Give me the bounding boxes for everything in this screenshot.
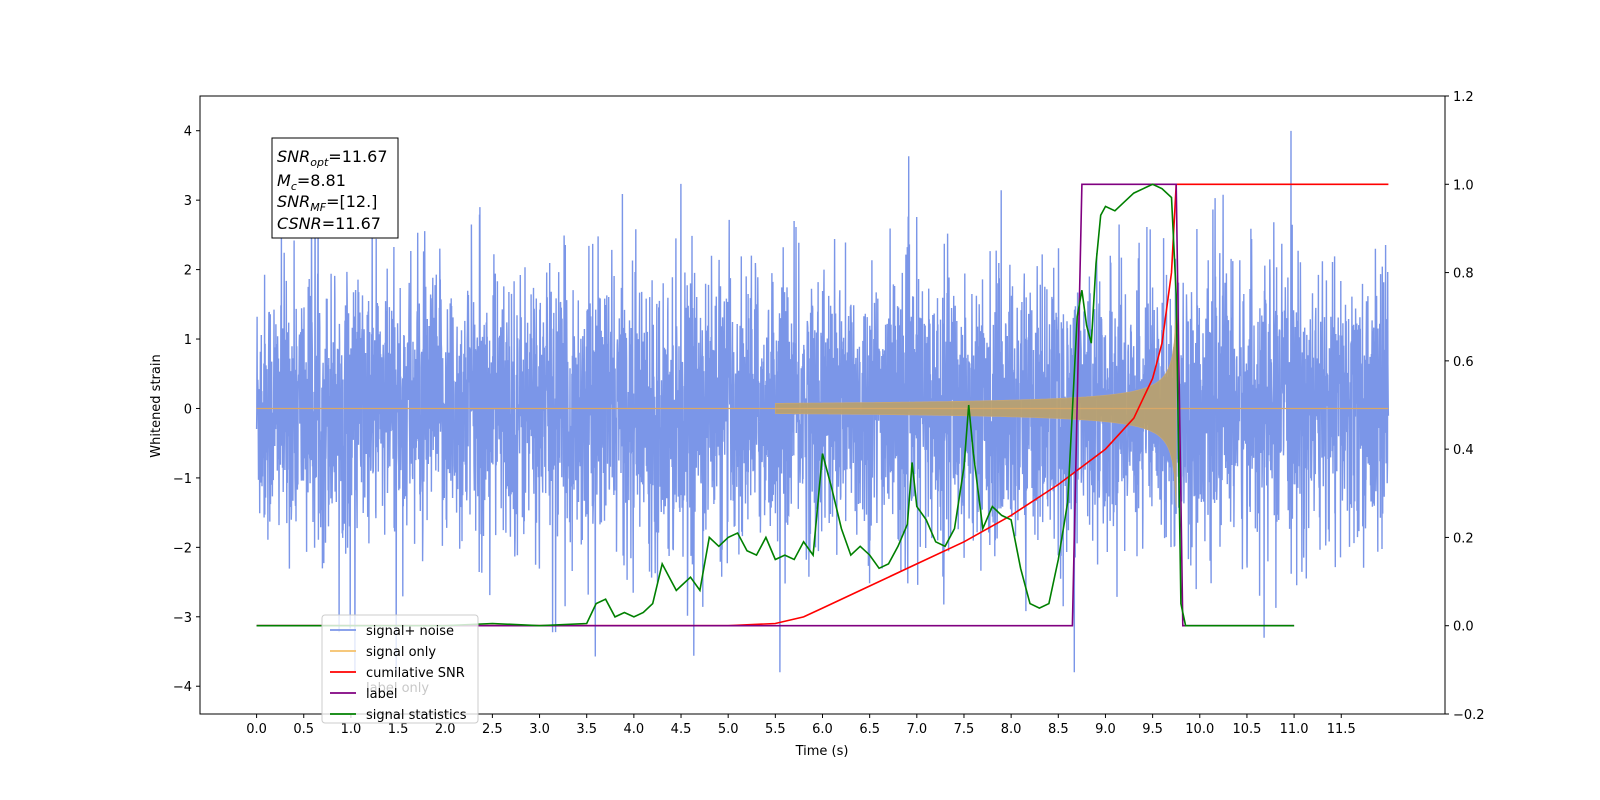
x-tick-label: 10.5: [1232, 722, 1261, 737]
annotation-mc: Mc=8.81: [277, 171, 346, 193]
x-tick-label: 9.0: [1095, 722, 1116, 737]
legend-label: signal statistics: [366, 708, 467, 723]
x-tick-label: 4.5: [671, 722, 692, 737]
y-tick-label: −2: [173, 541, 192, 556]
x-tick-label: 6.0: [812, 722, 833, 737]
y2-tick-label: 0.6: [1453, 355, 1474, 370]
legend-label: label: [366, 687, 397, 702]
x-tick-label: 3.0: [529, 722, 550, 737]
y-tick-label: 0: [184, 402, 192, 417]
x-tick-label: 2.5: [482, 722, 503, 737]
y2-axis-ticks: 1.2 1.0 0.8 0.6 0.4 0.2 0.0 −0.2: [1445, 90, 1485, 723]
x-tick-label: 0.5: [293, 722, 314, 737]
x-axis-label: Time (s): [795, 744, 849, 759]
y2-tick-label: 0.0: [1453, 620, 1474, 635]
legend-label: cumilative SNR: [366, 666, 465, 681]
x-tick-label: 7.5: [954, 722, 975, 737]
y-tick-label: 3: [184, 194, 192, 209]
y-axis-label: Whitened strain: [149, 354, 164, 457]
plot-area: [255, 130, 1390, 673]
legend-label: signal only: [366, 645, 436, 660]
x-tick-label: 9.5: [1142, 722, 1163, 737]
legend: label only signal+ noise signal only cumil…: [321, 614, 479, 724]
annotation-csnr: CSNR=11.67: [277, 214, 381, 233]
annotation-snr-mf: SNRMF=[12.]: [277, 192, 377, 214]
x-tick-label: 11.0: [1280, 722, 1309, 737]
y2-tick-label: −0.2: [1453, 708, 1485, 723]
legend-frame: [321, 614, 479, 724]
x-tick-label: 5.0: [718, 722, 739, 737]
y2-tick-label: 0.4: [1453, 443, 1474, 458]
x-tick-label: 2.0: [435, 722, 456, 737]
x-tick-label: 1.5: [388, 722, 409, 737]
stats-annotation-box: SNRopt=11.67 Mc=8.81 SNRMF=[12.] CSNR=11…: [271, 137, 399, 239]
annotation-frame: [271, 137, 399, 239]
annotation-snr-opt: SNRopt=11.67: [277, 147, 388, 169]
series-signal-noise: [255, 130, 1390, 673]
y2-tick-label: 0.8: [1453, 267, 1474, 282]
y-tick-label: 4: [184, 125, 192, 140]
legend-ghost-text: label only: [366, 681, 429, 696]
x-tick-label: 0.0: [246, 722, 267, 737]
x-tick-label: 8.0: [1001, 722, 1022, 737]
x-tick-label: 8.5: [1048, 722, 1069, 737]
x-tick-label: 4.0: [624, 722, 645, 737]
series-signal-statistics: [256, 183, 1295, 627]
y2-tick-label: 1.2: [1453, 90, 1474, 105]
x-tick-label: 10.0: [1185, 722, 1214, 737]
y-tick-label: −1: [173, 472, 192, 487]
x-tick-label: 6.5: [859, 722, 880, 737]
y2-tick-label: 1.0: [1453, 178, 1474, 193]
x-axis-ticks: 0.0 0.5 1.0 1.5 2.0 2.5 3.0 3.5 4.0 4.5 5.0 5.5 6.0 6…: [246, 714, 1356, 737]
y-tick-label: −4: [173, 680, 192, 695]
y-tick-label: −3: [173, 611, 192, 626]
y-axis-ticks: 4 3 2 1 0 −1 −2 −3 −4: [173, 125, 200, 695]
x-tick-label: 11.5: [1327, 722, 1356, 737]
x-tick-label: 1.0: [341, 722, 362, 737]
x-tick-label: 5.5: [765, 722, 786, 737]
y-tick-label: 1: [184, 333, 192, 348]
x-tick-label: 7.0: [906, 722, 927, 737]
legend-label: signal+ noise: [366, 624, 454, 639]
x-tick-label: 3.5: [576, 722, 597, 737]
y2-tick-label: 0.2: [1453, 531, 1474, 546]
y-tick-label: 2: [184, 264, 192, 279]
